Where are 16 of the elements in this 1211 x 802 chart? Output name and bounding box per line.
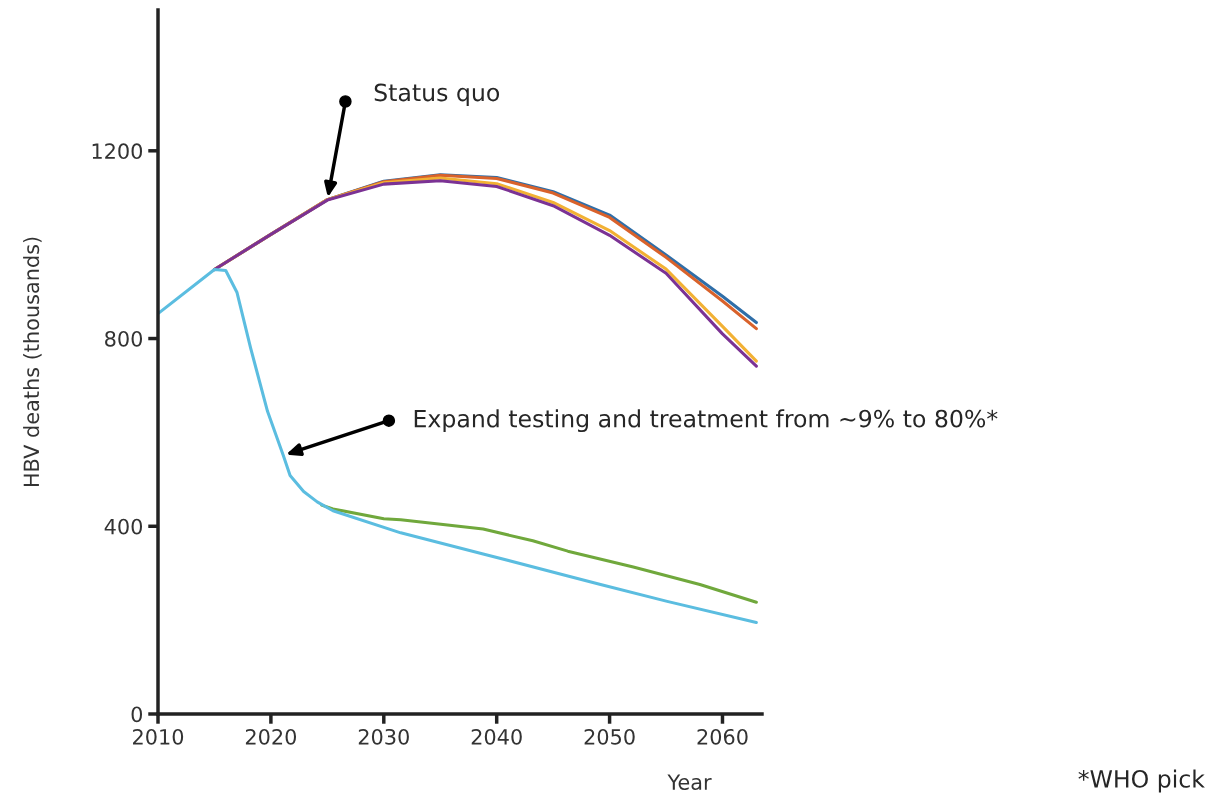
annotation: Status quo: [374, 83, 500, 106]
x-tick-label: 2040: [471, 728, 522, 745]
y-tick-label: 0: [131, 706, 143, 723]
x-tick-label: 2050: [584, 728, 635, 745]
y-tick-label: 800: [105, 330, 143, 347]
annotation: Expand testing and treatment from ~9% to 80%*: [414, 409, 998, 433]
x-tick-label: 2010: [133, 728, 184, 745]
text: *WHO pick: [1078, 769, 1205, 793]
x-tick-label: 2020: [245, 728, 297, 745]
x-tick-label: 2060: [697, 728, 748, 745]
x-tick-label: 2030: [358, 728, 409, 745]
x-axis-title: Year: [667, 774, 712, 790]
line-series: [320, 503, 758, 604]
y-axis-title: HBV deaths (thousands): [23, 237, 42, 487]
y-tick-label: 400: [104, 518, 143, 535]
y-tick-label: 1200: [92, 143, 143, 160]
